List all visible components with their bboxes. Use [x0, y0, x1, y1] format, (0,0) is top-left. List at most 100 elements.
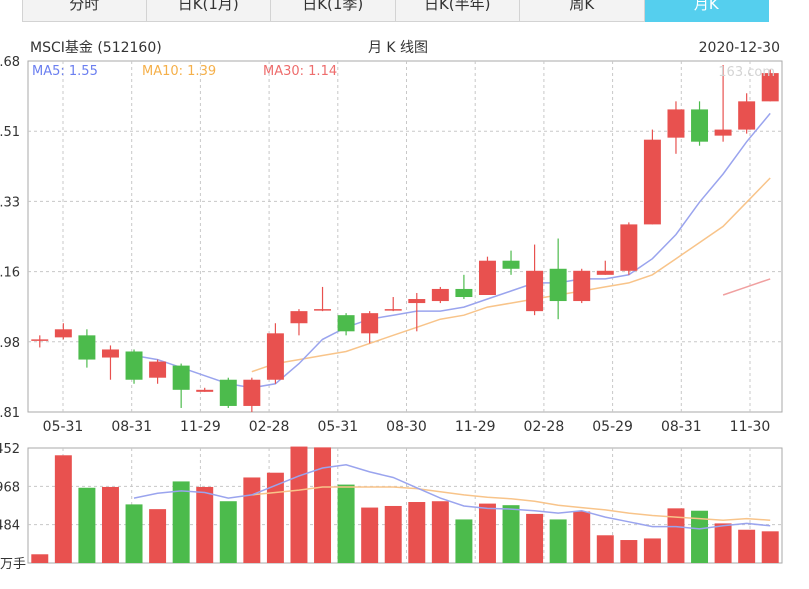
candle-body — [502, 260, 520, 269]
candle-body — [219, 379, 237, 406]
legend-ma10: MA10: 1.39 — [142, 64, 216, 79]
candle-body — [691, 109, 709, 142]
candle-body — [314, 309, 332, 311]
chart-date: 2020-12-30 — [699, 40, 780, 56]
volume-bar — [384, 505, 402, 563]
tab-daily-6m[interactable]: 日K(半年) — [395, 0, 520, 22]
candle-body — [667, 109, 685, 138]
volume-bar — [526, 513, 544, 563]
volume-bars — [31, 446, 779, 563]
fund-name: MSCI基金 (512160) — [30, 39, 162, 56]
candle-body — [573, 270, 591, 302]
tab-monthly[interactable]: 月K — [644, 0, 769, 22]
watermark: 163.com — [718, 65, 775, 80]
tab-intraday[interactable]: 分时 — [22, 0, 147, 22]
candle-body — [596, 270, 614, 275]
period-tabs: 分时 日K(1月) 日K(1季) 日K(半年) 周K 月K — [22, 0, 772, 22]
volume-bar — [54, 455, 72, 563]
candle-body — [125, 351, 143, 380]
candle-body — [408, 299, 426, 304]
volume-panel — [27, 447, 783, 564]
candle-body — [101, 349, 119, 358]
x-tick-label: 05-31 — [317, 419, 358, 435]
candle-body — [243, 379, 261, 406]
grid-lines — [28, 61, 782, 563]
candle-body — [384, 309, 402, 311]
price-tick-label: .16 — [0, 266, 20, 281]
candle-body — [172, 365, 190, 390]
volume-bar — [266, 472, 284, 563]
volume-bar — [738, 529, 756, 563]
candle-body — [196, 389, 214, 392]
moving-averages — [133, 112, 771, 389]
x-tick-label: 08-31 — [661, 419, 702, 435]
candle-body — [337, 315, 355, 332]
candles — [31, 65, 779, 412]
volume-bar — [337, 484, 355, 563]
volume-bar — [667, 508, 685, 563]
x-tick-label: 11-30 — [730, 419, 771, 435]
candle-body — [620, 224, 638, 271]
candle-body — [455, 288, 473, 298]
candle-body — [478, 260, 496, 295]
candle-body — [643, 139, 661, 225]
price-tick-label: .33 — [0, 195, 20, 210]
x-tick-label: 05-31 — [43, 419, 84, 435]
ma5-line — [133, 112, 771, 389]
volume-ma10-line — [251, 486, 771, 521]
volume-bar — [149, 509, 167, 563]
volume-bar — [219, 501, 237, 563]
volume-bar — [172, 481, 190, 563]
candle-body — [78, 335, 96, 360]
x-tick-label: 11-29 — [180, 419, 221, 435]
volume-bar — [691, 510, 709, 563]
volume-bar — [78, 487, 96, 563]
candle-body — [549, 268, 567, 302]
volume-bar — [643, 538, 661, 563]
x-tick-label: 11-29 — [455, 419, 496, 435]
price-tick-label: .68 — [0, 55, 20, 70]
volume-bar — [620, 540, 638, 563]
volume-bar — [573, 511, 591, 563]
candle-body — [526, 270, 544, 312]
candle-body — [361, 313, 379, 334]
volume-bar — [455, 519, 473, 563]
volume-ma5-line — [133, 464, 771, 530]
volume-tick-label: 484 — [0, 519, 20, 534]
volume-bar — [714, 523, 732, 563]
price-tick-label: .51 — [0, 125, 20, 140]
volume-bar — [196, 486, 214, 563]
volume-bar — [761, 531, 779, 563]
candle-body — [761, 73, 779, 102]
volume-bar — [549, 519, 567, 563]
tab-weekly[interactable]: 周K — [520, 0, 645, 22]
candle-body — [54, 329, 72, 338]
volume-bar — [361, 507, 379, 563]
volume-tick-label: 968 — [0, 480, 20, 495]
x-tick-label: 02-28 — [249, 419, 290, 435]
volume-bar — [31, 554, 49, 563]
volume-bar — [502, 505, 520, 563]
price-panel — [27, 60, 783, 413]
price-tick-label: .81 — [0, 406, 20, 421]
candle-body — [31, 339, 49, 341]
candle-body — [149, 361, 167, 378]
legend-ma5: MA5: 1.55 — [32, 64, 98, 79]
tab-daily-1m[interactable]: 日K(1月) — [146, 0, 271, 22]
x-tick-label: 02-28 — [524, 419, 565, 435]
volume-bar — [125, 504, 143, 563]
x-tick-label: 08-30 — [386, 419, 427, 435]
candle-body — [714, 129, 732, 136]
volume-bar — [243, 477, 261, 563]
x-tick-label: 08-31 — [111, 419, 152, 435]
legend-ma30: MA30: 1.14 — [263, 64, 337, 79]
volume-bar — [314, 447, 332, 563]
volume-bar — [408, 502, 426, 563]
volume-tick-label: 452 — [0, 442, 20, 457]
axis-labels: .68 .51 .33 .16 .98 .81 05-31 08-31 11-29 02-28 05… — [0, 55, 770, 572]
candle-body — [431, 288, 449, 302]
candle-body — [290, 311, 308, 324]
volume-tick-label: 万手 — [0, 557, 26, 572]
tab-daily-1q[interactable]: 日K(1季) — [271, 0, 396, 22]
price-tick-label: .98 — [0, 336, 20, 351]
